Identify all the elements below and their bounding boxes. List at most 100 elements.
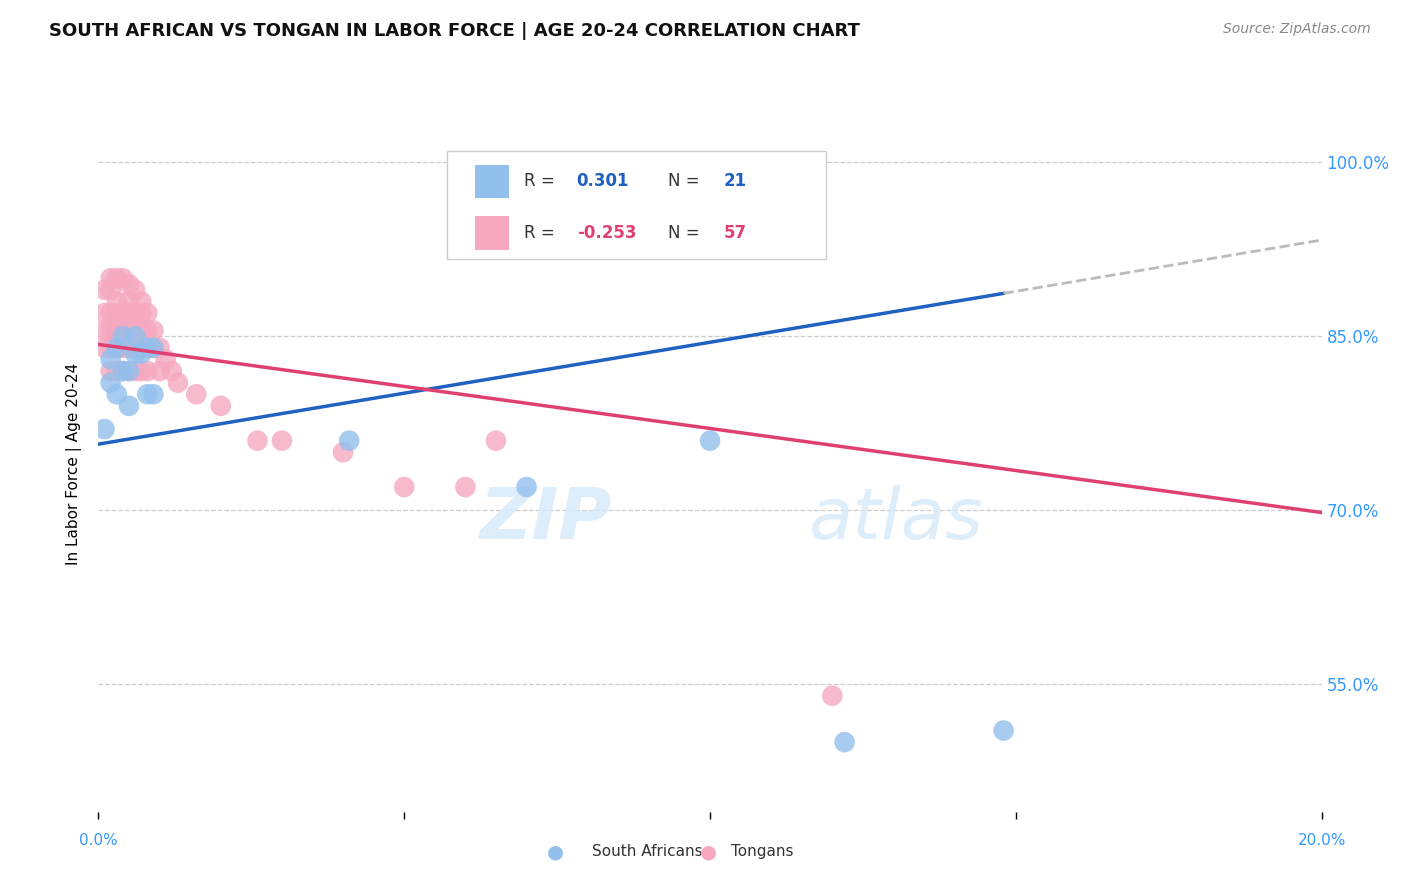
Point [160,364,183,378]
Text: Source: ZipAtlas.com: Source: ZipAtlas.com [1223,22,1371,37]
Point [337,434,360,448]
Point [118,399,141,413]
Point [136,324,159,338]
Point [246,434,269,448]
Text: N =: N = [668,172,700,191]
Point [129,364,152,378]
Point [124,364,146,378]
Point [155,352,177,367]
Point [124,341,146,355]
Point [136,341,159,355]
Point [93,341,115,355]
Point [516,480,538,494]
FancyBboxPatch shape [475,216,509,250]
Point [100,341,122,355]
Text: ●: ● [547,842,564,862]
Point [105,294,128,309]
Point [93,324,115,338]
Text: SOUTH AFRICAN VS TONGAN IN LABOR FORCE | AGE 20-24 CORRELATION CHART: SOUTH AFRICAN VS TONGAN IN LABOR FORCE |… [49,22,860,40]
Point [124,306,146,320]
Point [124,324,146,338]
Point [142,324,165,338]
Point [118,341,141,355]
Text: South Africans: South Africans [592,845,703,859]
Point [111,364,134,378]
Text: 20.0%: 20.0% [1298,832,1346,847]
Point [118,294,141,309]
Point [105,364,128,378]
Text: 0.301: 0.301 [576,172,630,191]
Point [105,341,128,355]
Point [105,271,128,285]
Text: Tongans: Tongans [731,845,793,859]
Point [142,341,165,355]
Point [186,387,208,401]
Point [93,306,115,320]
FancyBboxPatch shape [475,165,509,198]
Point [270,434,292,448]
Point [149,341,172,355]
Text: R =: R = [524,172,555,191]
Point [332,445,354,459]
Point [105,306,128,320]
Text: 21: 21 [724,172,747,191]
Text: R =: R = [524,224,555,242]
Point [142,387,165,401]
Point [111,271,134,285]
Text: 0.0%: 0.0% [79,832,118,847]
Point [454,480,477,494]
Text: -0.253: -0.253 [576,224,636,242]
Point [93,422,115,436]
Point [129,347,152,361]
Point [111,324,134,338]
Point [699,434,721,448]
Point [821,689,844,703]
Point [129,306,152,320]
Point [136,306,159,320]
Point [118,364,141,378]
Point [100,324,122,338]
Point [149,364,172,378]
Point [100,271,122,285]
Point [100,364,122,378]
Point [142,341,165,355]
Text: atlas: atlas [808,485,983,554]
Point [93,283,115,297]
Point [100,306,122,320]
Point [118,306,141,320]
Point [136,387,159,401]
Point [167,376,190,390]
Point [129,324,152,338]
Point [111,341,134,355]
Point [105,387,128,401]
Point [111,364,134,378]
Point [993,723,1015,738]
Point [118,364,141,378]
Point [124,329,146,343]
Point [100,352,122,367]
Point [100,283,122,297]
Point [834,735,856,749]
Text: N =: N = [668,224,700,242]
Point [100,376,122,390]
Point [136,364,159,378]
Point [111,329,134,343]
Point [111,306,134,320]
Text: ZIP: ZIP [479,485,612,554]
Point [129,341,152,355]
Point [485,434,508,448]
Point [118,324,141,338]
Point [129,294,152,309]
Point [209,399,232,413]
Point [118,277,141,292]
Point [124,347,146,361]
Text: ●: ● [700,842,717,862]
Point [124,283,146,297]
Point [136,341,159,355]
Point [105,324,128,338]
Text: 57: 57 [724,224,747,242]
Y-axis label: In Labor Force | Age 20-24: In Labor Force | Age 20-24 [66,363,83,565]
Point [392,480,416,494]
FancyBboxPatch shape [447,151,827,259]
Point [105,341,128,355]
